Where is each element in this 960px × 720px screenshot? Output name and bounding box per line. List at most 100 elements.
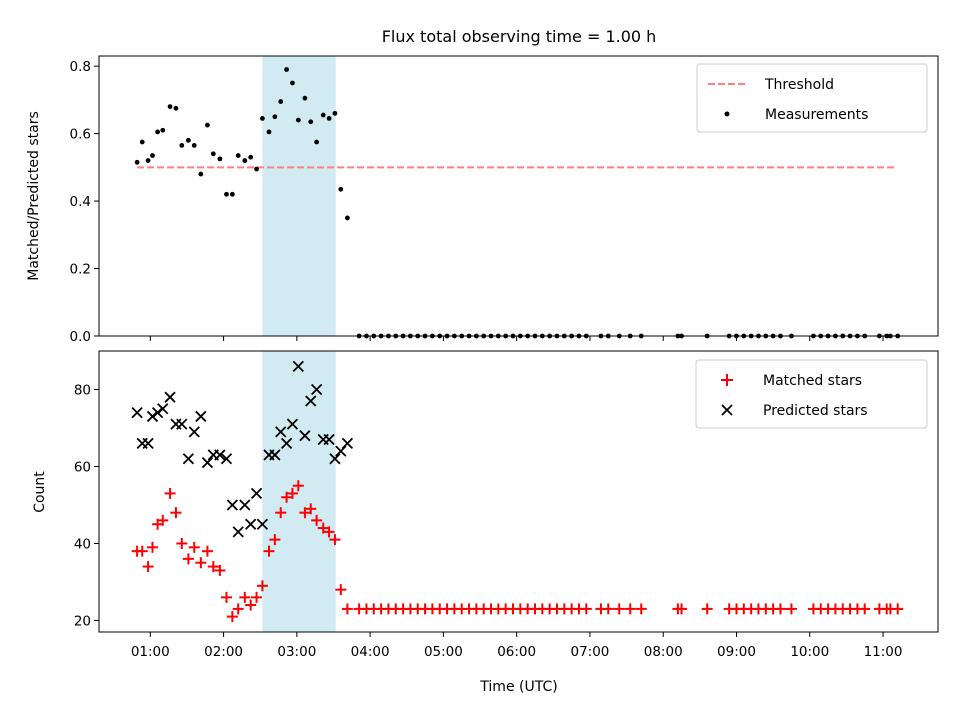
matched-star-point [188,541,200,553]
top-x-ticks [149,336,884,341]
predicted-star-point [269,449,281,461]
matched-star-point [214,564,226,576]
matched-star-point [164,487,176,499]
measurement-point [284,67,289,72]
measurement-point [345,215,350,221]
matched-star-point [292,480,304,492]
measurement-point [248,154,254,160]
matched-star-point [329,534,341,546]
matched-star-point [275,507,287,519]
bottom-legend-box [695,359,928,429]
top-axes-frame [98,55,939,337]
predicted-star-point [310,383,323,396]
measurement-point [191,142,197,148]
measurement-point [145,158,151,163]
predicted-star-point [232,526,244,538]
matched-star-point [676,603,688,615]
matched-star-point [323,526,335,538]
matched-star-point [624,603,636,615]
measurement-point [302,95,308,101]
bottom-legend: Matched stars Predicted stars [695,359,928,429]
xtick-label: 04:00 [351,644,390,660]
top-ytick-label: 0.6 [70,127,91,143]
xtick-label: 09:00 [717,644,756,660]
legend-predicted-label: Predicted stars [763,403,868,419]
measurement-point [160,127,166,133]
top-legend: Threshold Measurements [696,63,928,133]
predicted-star-point [214,449,226,461]
predicted-star-point [299,430,311,442]
predicted-star-point [250,487,263,500]
measurement-point [167,104,173,110]
matched-star-point [281,491,293,503]
top-y-ticks: 0.0 0.2 0.4 0.6 0.8 [70,59,99,345]
xtick-label: 05:00 [424,644,463,660]
measurement-point [210,151,216,157]
matched-star-point [182,553,194,565]
top-ytick-label: 0.8 [70,59,91,75]
matched-star-point [317,522,329,534]
measurement-point [242,158,248,163]
predicted-star-point [275,426,287,438]
matched-star-point [245,599,257,611]
matched-star-point [859,603,871,615]
xtick-label: 11:00 [864,644,903,660]
matched-star-point [176,537,188,549]
bottom-y-axis-label: Count [32,471,48,513]
predicted-star-point [280,437,293,450]
bottom-ytick-label: 60 [74,459,91,475]
measurement-point [235,153,241,158]
measurement-point [295,117,301,123]
x-axis-label: Time (UTC) [479,679,557,695]
predicted-star-point [341,437,354,450]
matched-star-point [602,603,614,615]
top-panel: 0.00.20.40.60.8 Matched/Predicted stars … [26,55,939,345]
matched-star-point [256,580,268,592]
legend-predicted-marker [721,404,733,416]
matched-star-point [226,611,238,623]
matched-star-point [892,603,904,615]
matched-star-point [774,603,786,615]
matched-star-point [201,545,213,557]
matched-star-point [146,541,158,553]
predicted-star-point [188,426,200,438]
measurement-point [314,139,320,145]
bottom-ytick-label: 20 [74,613,91,629]
measurement-point [229,191,235,197]
matched-star-point [286,487,298,499]
matched-star-point [142,561,154,573]
measurement-point [179,142,185,148]
predicted-star-point [329,453,341,465]
measurement-point [185,137,191,143]
bottom-y-ticks: 20 40 60 80 [74,382,99,629]
matched-star-point [157,514,169,526]
measurement-point [224,191,229,197]
measurement-point [254,166,259,172]
top-legend-box [696,63,928,133]
matched-star-point [232,603,244,615]
measurement-point [134,159,140,165]
xtick-label: 10:00 [790,644,829,660]
xtick-label: 07:00 [570,644,609,660]
chart-title: Flux total observing time = 1.00 h [382,27,657,46]
measurement-point [205,122,210,128]
bottom-points-layer [131,360,904,623]
bottom-ytick-label: 40 [74,536,91,552]
matched-star-point [220,591,232,603]
top-shaded-span [262,56,336,336]
matched-star-point [580,603,592,615]
bottom-axes-frame [98,350,939,633]
matched-star-point [207,561,219,573]
predicted-star-point [226,499,238,511]
predicted-star-point [195,410,207,423]
predicted-star-point [151,406,164,419]
matched-star-point [613,603,625,615]
predicted-star-point [142,437,154,450]
predicted-star-point [201,456,214,469]
matched-star-point [335,584,347,596]
matched-star-point [341,603,353,615]
measurement-point [173,105,179,111]
matched-star-point [635,603,647,615]
